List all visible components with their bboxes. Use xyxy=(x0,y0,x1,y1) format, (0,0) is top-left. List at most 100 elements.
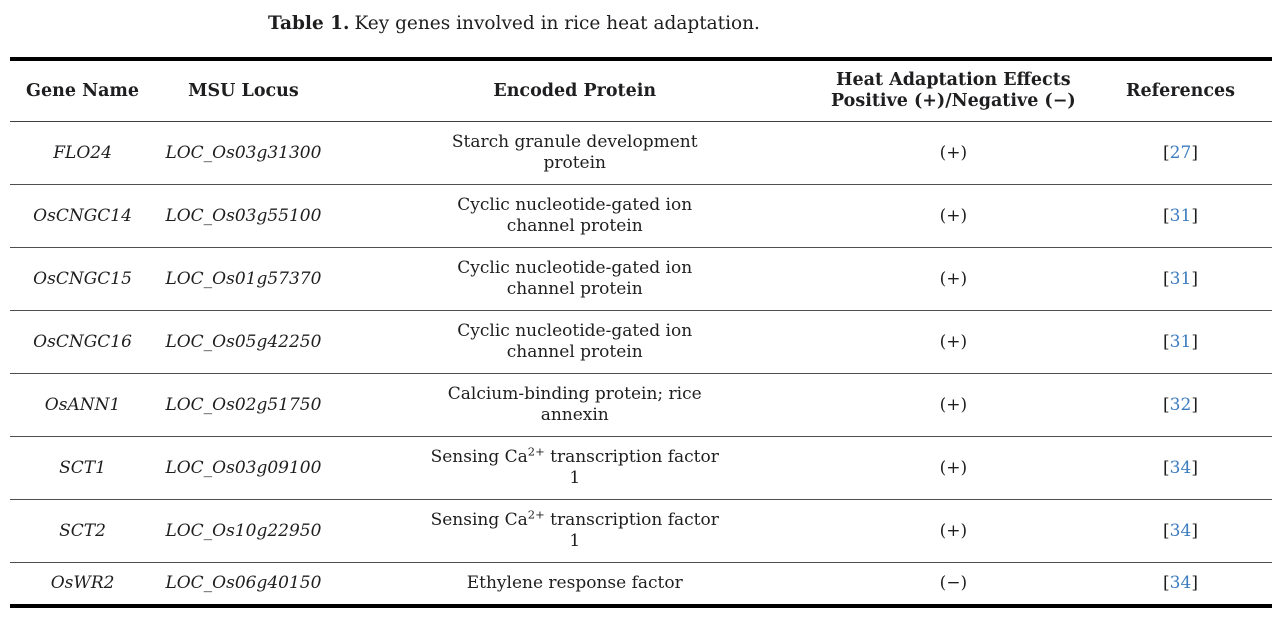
msu-locus-cell: LOC_Os01g57370 xyxy=(155,247,332,311)
protein-line: protein xyxy=(338,153,812,174)
gene-name-cell: OsCNGC16 xyxy=(10,310,156,374)
gene-name-cell: OsWR2 xyxy=(10,563,155,607)
table-row: OsCNGC14 LOC_Os03g55100 Cyclic nucleotide-… xyxy=(10,184,1272,248)
reference-bracket-close: ] xyxy=(1191,268,1198,289)
effect-cell: (+) xyxy=(817,373,1089,437)
gene-name-cell: SCT1 xyxy=(10,436,156,500)
protein-text: 1 xyxy=(569,468,581,488)
reference-link[interactable]: 34 xyxy=(1169,457,1192,478)
gene-name: OsCNGC16 xyxy=(33,331,132,352)
reference-bracket-open: [ xyxy=(1163,394,1170,415)
table-caption-label: Table 1. xyxy=(268,13,350,34)
references-cell: [34] xyxy=(1089,563,1272,607)
table-body: FLO24 LOC_Os03g31300 Starch granule develo… xyxy=(10,121,1272,607)
msu-locus-cell: LOC_Os03g55100 xyxy=(155,184,332,248)
table-row: OsCNGC15 LOC_Os01g57370 Cyclic nucleotide-… xyxy=(10,247,1272,311)
reference-bracket-close: ] xyxy=(1191,331,1198,352)
encoded-protein-cell: Ethylene response factor xyxy=(332,563,818,607)
protein-text: channel protein xyxy=(506,342,643,362)
msu-locus-cell: LOC_Os05g42250 xyxy=(155,310,332,374)
protein-text: Cyclic nucleotide-gated ion xyxy=(457,195,693,215)
reference-bracket-open: [ xyxy=(1163,457,1170,478)
table-row: OsCNGC16 LOC_Os05g42250 Cyclic nucleotide-… xyxy=(10,310,1272,374)
gene-name-cell: OsCNGC14 xyxy=(10,184,156,248)
reference-bracket-close: ] xyxy=(1191,205,1198,226)
references-cell: [31] xyxy=(1088,184,1272,248)
msu-locus: LOC_Os05g42250 xyxy=(165,331,322,352)
gene-name: OsCNGC15 xyxy=(33,268,132,289)
effect-cell: (+) xyxy=(817,499,1089,563)
header-row: Gene Name MSU Locus Encoded Protein Heat Ad… xyxy=(10,59,1272,122)
gene-name-cell: SCT2 xyxy=(10,499,156,563)
column-header-line: Encoded Protein xyxy=(493,80,657,101)
table-row: SCT2 LOC_Os10g22950 Sensing Ca2+ transcrip… xyxy=(10,499,1272,563)
msu-locus-cell: LOC_Os02g51750 xyxy=(155,373,332,437)
reference-link[interactable]: 31 xyxy=(1169,205,1192,226)
reference-link[interactable]: 27 xyxy=(1169,142,1192,163)
gene-name-cell: OsCNGC15 xyxy=(10,247,156,311)
protein-text: Cyclic nucleotide-gated ion xyxy=(457,258,693,278)
protein-line: Cyclic nucleotide-gated ion xyxy=(338,321,812,342)
protein-line: 1 xyxy=(338,468,812,489)
protein-text: channel protein xyxy=(506,279,643,299)
table-caption-text: Key genes involved in rice heat adaptati… xyxy=(354,13,760,34)
table-row: SCT1 LOC_Os03g09100 Sensing Ca2+ transcrip… xyxy=(10,436,1272,500)
encoded-protein-cell: Cyclic nucleotide-gated ion channel prote… xyxy=(331,310,818,374)
protein-line: 1 xyxy=(338,531,812,552)
encoded-protein-cell: Sensing Ca2+ transcription factor 1 xyxy=(331,436,818,500)
protein-line: annexin xyxy=(338,405,812,426)
reference-bracket-open: [ xyxy=(1163,573,1170,593)
table-header: Gene Name MSU Locus Encoded Protein Heat Ad… xyxy=(10,59,1272,122)
msu-locus: LOC_Os01g57370 xyxy=(165,268,322,289)
effect-cell: (+) xyxy=(817,121,1089,185)
protein-line: channel protein xyxy=(338,342,812,363)
references-cell: [31] xyxy=(1088,310,1272,374)
encoded-protein-cell: Starch granule development protein xyxy=(331,121,818,185)
msu-locus-cell: LOC_Os10g22950 xyxy=(155,499,332,563)
protein-text: transcription factor xyxy=(544,510,719,530)
reference-bracket-open: [ xyxy=(1163,142,1170,163)
column-header-gene-name: Gene Name xyxy=(10,59,156,122)
effect-cell: (+) xyxy=(817,184,1089,248)
column-header-references: References xyxy=(1088,59,1272,122)
reference-bracket-open: [ xyxy=(1163,205,1170,226)
msu-locus: LOC_Os10g22950 xyxy=(165,520,322,541)
table-row: OsANN1 LOC_Os02g51750 Calcium-binding prot… xyxy=(10,373,1272,437)
gene-name: OsCNGC14 xyxy=(33,205,132,226)
protein-line: Calcium-binding protein; rice xyxy=(338,384,812,405)
reference-bracket-close: ] xyxy=(1191,394,1198,415)
effect-cell: (+) xyxy=(817,247,1089,311)
protein-text: Sensing Ca xyxy=(430,447,528,467)
reference-link[interactable]: 34 xyxy=(1169,573,1192,593)
references-cell: [34] xyxy=(1088,436,1272,500)
protein-line: Sensing Ca2+ transcription factor xyxy=(338,444,812,468)
reference-bracket-close: ] xyxy=(1191,573,1198,593)
reference-bracket-open: [ xyxy=(1163,268,1170,289)
superscript-text: 2+ xyxy=(527,444,545,459)
reference-link[interactable]: 34 xyxy=(1169,520,1192,541)
protein-text: annexin xyxy=(540,405,609,425)
column-header-encoded-protein: Encoded Protein xyxy=(331,59,818,122)
references-cell: [27] xyxy=(1088,121,1272,185)
references-cell: [34] xyxy=(1088,499,1272,563)
column-header-line: References xyxy=(1125,80,1236,101)
gene-name-cell: FLO24 xyxy=(10,121,156,185)
protein-text: 1 xyxy=(569,531,581,551)
effect-cell: (+) xyxy=(817,436,1089,500)
reference-link[interactable]: 31 xyxy=(1169,331,1192,352)
gene-name: OsWR2 xyxy=(50,573,115,593)
msu-locus: LOC_Os06g40150 xyxy=(165,573,322,593)
protein-line: Ethylene response factor xyxy=(338,573,812,594)
reference-link[interactable]: 32 xyxy=(1169,394,1192,415)
protein-line: Cyclic nucleotide-gated ion xyxy=(338,258,812,279)
reference-link[interactable]: 31 xyxy=(1169,268,1192,289)
table-row: FLO24 LOC_Os03g31300 Starch granule develo… xyxy=(10,121,1272,185)
gene-name-cell: OsANN1 xyxy=(10,373,156,437)
encoded-protein-cell: Cyclic nucleotide-gated ion channel prote… xyxy=(331,184,818,248)
gene-name: SCT2 xyxy=(59,520,106,541)
protein-line: Cyclic nucleotide-gated ion xyxy=(338,195,812,216)
msu-locus: LOC_Os02g51750 xyxy=(165,394,322,415)
reference-bracket-open: [ xyxy=(1163,331,1170,352)
column-header-msu-locus: MSU Locus xyxy=(155,59,332,122)
protein-text: channel protein xyxy=(506,216,643,236)
